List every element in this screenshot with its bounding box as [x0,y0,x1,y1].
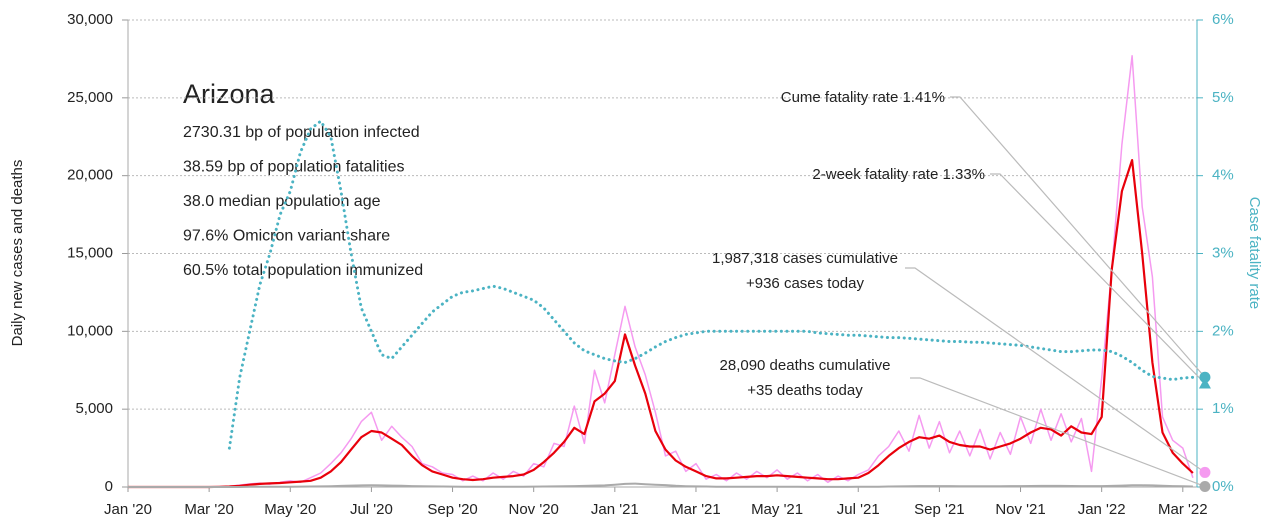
x-tick-label: Jul '20 [350,501,393,518]
x-tick-label: Jan '20 [104,501,152,518]
x-tick-label: Sep '20 [427,501,477,518]
y2-tick-label: 6% [1212,11,1234,28]
y-tick-label: 20,000 [67,167,113,184]
end-marker [1199,371,1211,383]
chart-title: Arizona [183,79,276,109]
y2-tick-label: 0% [1212,478,1234,495]
x-tick-label: Jan '21 [591,501,639,518]
x-tick-label: Sep '21 [914,501,964,518]
x-tick-label: May '20 [264,501,316,518]
info-line: 38.59 bp of population fatalities [183,159,405,176]
series-line [227,119,1195,450]
x-tick-label: May '21 [751,501,803,518]
series-line [128,482,1193,488]
x-tick-label: Mar '20 [184,501,234,518]
info-line: 60.5% total population immunized [183,262,423,279]
x-tick-label: Nov '20 [508,501,558,518]
y-tick-label: 15,000 [67,244,113,261]
y-axis-label: Daily new cases and deaths [9,160,26,347]
annotation: 28,090 deaths cumulative [720,357,891,374]
end-marker [1199,480,1211,492]
leader-line [990,173,1206,384]
info-line: 97.6% Omicron variant share [183,228,390,245]
x-tick-label: Mar '22 [1158,501,1208,518]
y-tick-label: 25,000 [67,89,113,106]
x-tick-label: Nov '21 [995,501,1045,518]
y2-tick-label: 1% [1212,400,1234,417]
y-tick-label: 30,000 [67,11,113,28]
y-tick-label: 0 [105,478,113,495]
annotation: +35 deaths today [747,382,863,399]
series-line [128,55,1194,488]
annotation: Cume fatality rate 1.41% [781,89,945,106]
y2-tick-label: 5% [1212,89,1234,106]
x-tick-label: Mar '21 [671,501,721,518]
y-tick-label: 5,000 [75,400,113,417]
annotation: 2-week fatality rate 1.33% [812,166,985,183]
y2-tick-label: 2% [1212,322,1234,339]
y-tick-label: 10,000 [67,322,113,339]
leader-line [905,267,1206,473]
series-line [128,159,1194,489]
info-line: 2730.31 bp of population infected [183,124,420,141]
leader-line [910,377,1206,488]
annotation: +936 cases today [746,275,865,292]
info-line: 38.0 median population age [183,193,381,210]
y2-tick-label: 4% [1212,167,1234,184]
y2-axis-label: Case fatality rate [1246,197,1263,310]
leader-line [950,96,1206,378]
end-marker [1198,377,1211,389]
x-tick-label: Jul '21 [837,501,880,518]
annotation: 1,987,318 cases cumulative [712,250,898,267]
y2-tick-label: 3% [1212,244,1234,261]
x-tick-label: Jan '22 [1078,501,1126,518]
end-marker [1199,466,1211,478]
